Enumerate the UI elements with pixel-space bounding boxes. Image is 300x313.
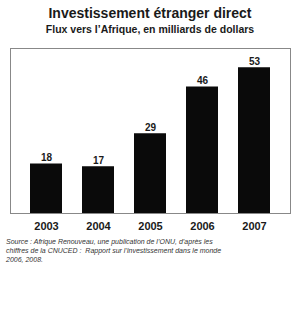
svg-text:46: 46 xyxy=(197,75,209,86)
svg-text:17: 17 xyxy=(93,155,105,166)
svg-text:2005: 2005 xyxy=(138,220,162,232)
html-text:Investissement étranger direct: Investissement étranger direct xyxy=(48,5,252,21)
svg-text:2003: 2003 xyxy=(34,220,58,232)
svg-text:2007: 2007 xyxy=(242,220,266,232)
svg-text:2004: 2004 xyxy=(86,220,111,232)
html-text:Source : Afrique Renouveau, un: Source : Afrique Renouveau, une publicat… xyxy=(6,238,222,263)
html-text:Flux vers l’Afrique, en millia: Flux vers l’Afrique, en milliards de dol… xyxy=(45,22,255,35)
svg-text:29: 29 xyxy=(145,122,157,133)
svg-text:18: 18 xyxy=(41,152,53,163)
svg-text:53: 53 xyxy=(249,56,261,67)
svg-text:2006: 2006 xyxy=(190,220,214,232)
